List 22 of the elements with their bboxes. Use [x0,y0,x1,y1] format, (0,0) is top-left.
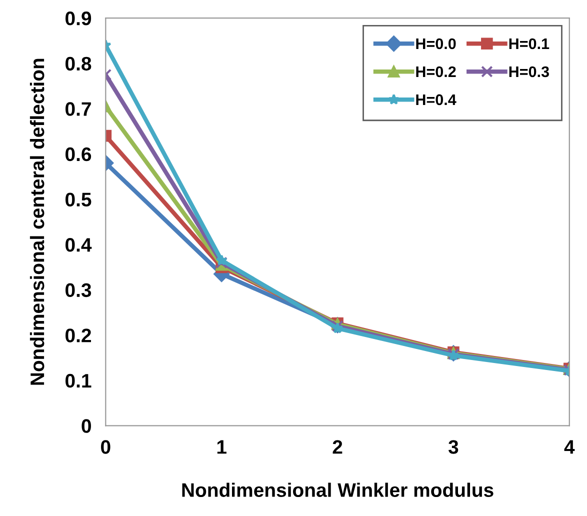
y-tick-label: 0.4 [66,238,92,252]
legend-label: H=0.0 [416,38,456,50]
x-tick-label: 2 [332,440,342,454]
x-tick-label: 4 [564,440,575,454]
y-tick-label: 0.5 [66,192,92,206]
y-tick-label: 0 [82,419,91,433]
x-axis-title: Nondimensional Winkler modulus [182,482,494,497]
y-tick-label: 0.6 [66,147,92,162]
y-axis-title: Nondimensional centeral deflection [30,58,44,385]
legend-label: H=0.3 [509,66,549,78]
y-tick-label: 0.2 [66,328,91,342]
legend-label: H=0.4 [416,94,456,106]
y-tick-label: 0.8 [66,56,92,71]
y-tick-label: 0.7 [66,102,91,116]
x-tick-label: 3 [448,440,458,454]
y-tick-label: 0.9 [66,12,92,26]
legend-label: H=0.2 [416,66,456,78]
x-tick-label: 1 [217,440,226,454]
y-tick-label: 0.3 [66,283,92,298]
y-tick-label: 0.1 [66,374,92,388]
x-tick-label: 0 [101,440,110,454]
legend-label: H=0.1 [509,38,550,50]
